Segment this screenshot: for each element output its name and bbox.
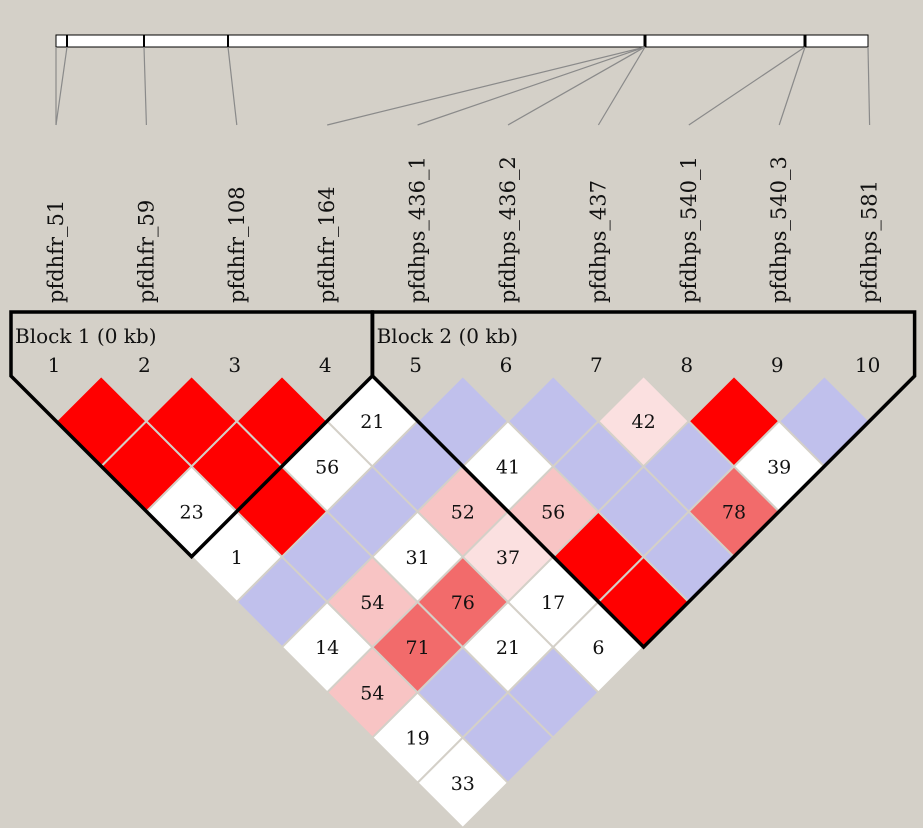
ld-cell-value: 41 xyxy=(496,456,520,478)
marker-position-ticks xyxy=(55,35,869,47)
ld-cell-value: 6 xyxy=(592,637,604,659)
marker-index: 5 xyxy=(409,353,422,377)
ld-cell-value: 71 xyxy=(406,637,430,659)
ld-cell-value: 33 xyxy=(451,773,475,795)
marker-connector-lines xyxy=(55,46,871,126)
ld-cell-value: 54 xyxy=(360,592,384,614)
marker-name-label: pfdhfr_59 xyxy=(134,200,158,303)
block-label: Block 1 (0 kb) xyxy=(15,324,157,348)
connector-line xyxy=(597,46,646,126)
marker-name-label: pfdhps_436_1 xyxy=(406,156,430,303)
connector-line xyxy=(417,46,646,126)
ld-cell-value: 1 xyxy=(231,547,243,569)
marker-index: 3 xyxy=(228,353,241,377)
marker-name-label: pfdhfr_164 xyxy=(315,186,339,303)
marker-index: 9 xyxy=(771,353,784,377)
marker-name-label: pfdhps_540_3 xyxy=(767,156,791,303)
marker-index: 2 xyxy=(138,353,151,377)
ld-cell-value: 19 xyxy=(406,728,430,750)
ld-cell-value: 39 xyxy=(767,456,791,478)
marker-names: pfdhfr_51 pfdhfr_59 pfdhfr_108 pfdhfr_164 pf… xyxy=(44,156,882,303)
marker-index: 1 xyxy=(48,353,61,377)
ld-cell-value: 31 xyxy=(406,547,430,569)
connector-line xyxy=(507,46,646,126)
ld-cell-value: 52 xyxy=(451,502,475,524)
ld-cell-value: 76 xyxy=(451,592,475,614)
marker-name-label: pfdhfr_108 xyxy=(225,186,249,303)
marker-name-label: pfdhps_540_1 xyxy=(677,156,701,303)
ld-cell-value: 21 xyxy=(360,411,384,433)
ld-cell-value: 17 xyxy=(541,592,565,614)
haplotype-blocks: Block 1 (0 kb) Block 2 (0 kb) xyxy=(9,310,917,650)
connector-line xyxy=(143,46,147,126)
ld-cell-value: 14 xyxy=(315,637,339,659)
connector-line xyxy=(688,46,806,126)
ld-cell-value: 42 xyxy=(632,411,656,433)
marker-name-label: pfdhps_581 xyxy=(858,180,882,303)
connector-line xyxy=(55,46,68,126)
connector-line xyxy=(327,46,646,126)
marker-indices: 1 2 3 4 5 6 7 8 9 10 xyxy=(48,353,881,377)
connector-line xyxy=(778,46,806,126)
connector-line xyxy=(227,46,238,126)
ld-cell-value: 23 xyxy=(180,502,204,524)
marker-name-label: pfdhfr_51 xyxy=(44,200,68,303)
marker-index: 7 xyxy=(590,353,603,377)
ld-cell-value: 54 xyxy=(360,682,384,704)
marker-index: 10 xyxy=(855,353,880,377)
marker-index: 4 xyxy=(319,353,332,377)
marker-position-bar xyxy=(55,34,869,48)
ld-cell-value: 37 xyxy=(496,547,520,569)
haplotype-block-outline xyxy=(370,310,917,650)
marker-name-label: pfdhps_436_2 xyxy=(496,156,520,303)
ld-cell-value: 56 xyxy=(541,502,565,524)
connector-line xyxy=(867,46,871,126)
ld-cell-value: 56 xyxy=(315,456,339,478)
marker-index: 8 xyxy=(680,353,693,377)
marker-name-label: pfdhps_437 xyxy=(586,180,610,303)
ld-cell-value: 21 xyxy=(496,637,520,659)
block-label: Block 2 (0 kb) xyxy=(377,324,519,348)
ld-cell-value: 78 xyxy=(722,502,746,524)
position-bar-outline xyxy=(55,34,869,48)
marker-index: 6 xyxy=(500,353,513,377)
